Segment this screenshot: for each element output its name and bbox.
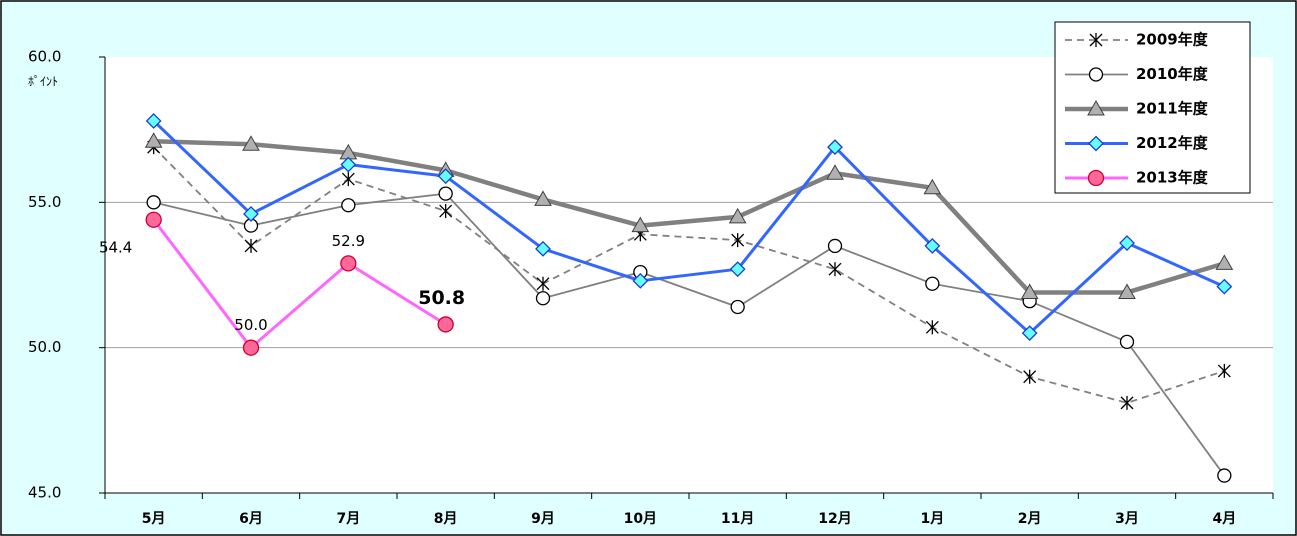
legend-marker xyxy=(1089,33,1103,47)
data-point xyxy=(340,255,357,272)
data-point xyxy=(341,172,355,187)
legend-marker xyxy=(1087,169,1105,187)
data-point xyxy=(144,132,163,148)
data-point xyxy=(631,216,650,233)
series-line xyxy=(152,218,447,350)
data-point xyxy=(1217,468,1232,483)
y-tick-label: 50.0 xyxy=(28,338,61,356)
x-tick-label: 7月 xyxy=(336,511,360,527)
data-point xyxy=(826,164,844,180)
data-point xyxy=(925,276,940,291)
x-tick-label: 4月 xyxy=(1212,511,1236,527)
data-point xyxy=(731,233,745,248)
data-point xyxy=(730,299,745,315)
data-point xyxy=(728,207,747,224)
data-point xyxy=(1120,395,1134,410)
data-point xyxy=(536,276,550,291)
x-tick-label: 9月 xyxy=(531,511,555,527)
y-axis-label: ﾎﾟｲﾝﾄ xyxy=(28,75,58,89)
data-point xyxy=(1021,325,1038,342)
data-point xyxy=(1119,334,1135,350)
data-label: 54.4 xyxy=(99,238,132,256)
data-label: 50.0 xyxy=(234,316,267,334)
data-point xyxy=(729,261,746,278)
data-point xyxy=(923,178,942,195)
data-point xyxy=(145,113,162,129)
series-line xyxy=(153,139,1225,295)
data-label: 50.8 xyxy=(418,287,465,309)
data-point xyxy=(535,291,551,306)
data-point xyxy=(244,238,258,253)
series-line xyxy=(153,192,1226,477)
data-point xyxy=(242,135,260,151)
data-point xyxy=(1119,235,1135,251)
x-tick-label: 5月 xyxy=(142,511,166,527)
series-line xyxy=(153,146,1225,404)
data-point xyxy=(1216,278,1233,295)
data-point xyxy=(535,240,551,257)
x-tick-label: 2月 xyxy=(1018,511,1042,527)
data-point xyxy=(1217,363,1231,378)
legend-label: 2011年度 xyxy=(1136,100,1209,118)
data-point xyxy=(341,198,356,213)
series-line xyxy=(152,119,1225,335)
legend-label: 2009年度 xyxy=(1136,31,1209,49)
legend-label: 2013年度 xyxy=(1136,169,1209,187)
data-point xyxy=(828,262,842,277)
y-tick-label: 45.0 xyxy=(28,484,61,502)
data-point xyxy=(632,272,649,289)
data-point xyxy=(437,168,454,185)
data-point xyxy=(438,186,453,201)
legend-label: 2010年度 xyxy=(1136,65,1209,83)
x-tick-label: 1月 xyxy=(920,511,944,527)
data-point xyxy=(146,195,161,210)
data-point xyxy=(439,204,453,219)
data-point xyxy=(1118,283,1136,299)
data-point xyxy=(924,238,941,254)
data-point xyxy=(1023,369,1037,384)
x-tick-label: 3月 xyxy=(1115,511,1139,527)
x-tick-label: 6月 xyxy=(239,511,263,527)
x-tick-label: 11月 xyxy=(721,511,754,527)
data-point xyxy=(243,206,259,222)
x-tick-label: 8月 xyxy=(434,511,458,527)
x-tick-label: 12月 xyxy=(818,511,851,527)
legend-label: 2012年度 xyxy=(1136,134,1209,152)
legend: 2009年度 2010年度 2011年度 2012年度 2013年度 xyxy=(1054,21,1251,194)
y-tick-label: 55.0 xyxy=(28,193,61,211)
data-point xyxy=(925,320,939,335)
data-point xyxy=(827,139,843,156)
data-point xyxy=(340,156,357,173)
data-label: 52.9 xyxy=(332,232,365,250)
legend-marker xyxy=(1087,99,1105,116)
x-tick-label: 10月 xyxy=(624,511,657,527)
legend-marker xyxy=(1088,135,1104,152)
y-tick-label: 60.0 xyxy=(28,48,61,66)
data-point xyxy=(1215,254,1234,270)
data-point xyxy=(1020,283,1039,299)
data-point xyxy=(827,238,843,254)
data-point xyxy=(534,190,552,206)
data-point xyxy=(145,211,162,228)
legend-marker xyxy=(1088,67,1104,82)
data-point xyxy=(437,316,454,333)
data-point xyxy=(242,339,260,356)
